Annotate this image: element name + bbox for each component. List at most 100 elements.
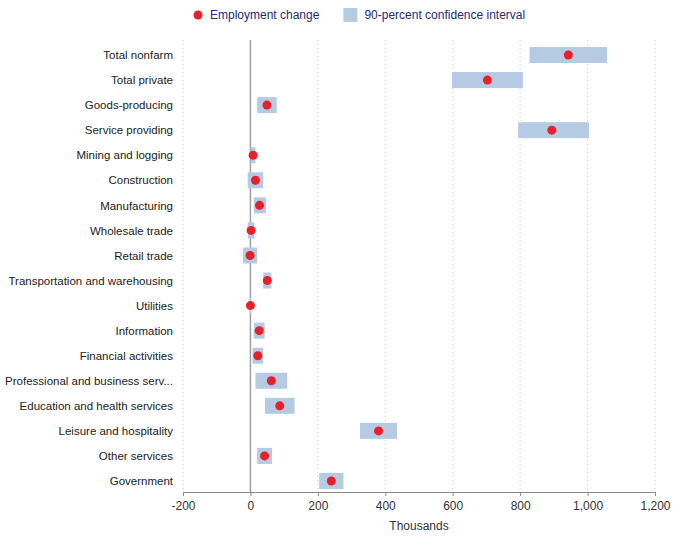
x-tick-label: 1,000: [573, 499, 603, 513]
point: [255, 201, 264, 210]
x-tick: 0: [248, 492, 255, 513]
confidence-interval: [319, 473, 343, 489]
y-tick: Utilities: [136, 300, 173, 312]
x-tick-mark: [655, 492, 656, 496]
point: [246, 301, 255, 310]
y-tick: Information: [115, 325, 173, 337]
category-label: Information: [115, 325, 173, 337]
category-label: Government: [110, 475, 174, 487]
x-tick: 400: [376, 492, 396, 513]
point: [251, 176, 260, 185]
confidence-interval: [452, 72, 523, 88]
confidence-interval: [255, 373, 287, 389]
x-tick-mark: [520, 492, 521, 496]
x-tick-mark: [250, 492, 251, 496]
category-label: Goods-producing: [85, 99, 173, 111]
x-axis: -200 0 200 400 600 800 1,000 1,200: [171, 492, 670, 513]
point: [374, 426, 383, 435]
y-tick: Other services: [99, 450, 173, 462]
grid-line: [317, 40, 318, 492]
legend-swatch: [343, 8, 357, 22]
points: [246, 51, 573, 486]
y-tick: Total private: [111, 74, 173, 86]
point: [262, 101, 271, 110]
chart: -200 0 200 400 600 800 1,000 1,200 Thousands Tota…: [0, 0, 680, 540]
category-label: Utilities: [136, 300, 173, 312]
y-tick: Wholesale trade: [90, 225, 173, 237]
point: [246, 251, 255, 260]
y-tick: Total nonfarm: [103, 49, 173, 61]
confidence-interval: [265, 398, 295, 414]
y-tick: Professional and business serv...: [5, 375, 173, 387]
confidence-interval: [248, 172, 264, 188]
legend-label: Employment change: [210, 8, 320, 22]
point: [253, 351, 262, 360]
category-label: Retail trade: [114, 250, 173, 262]
category-label: Education and health services: [20, 400, 174, 412]
x-tick-mark: [453, 492, 454, 496]
y-tick: Retail trade: [114, 250, 173, 262]
legend-swatch: [194, 11, 203, 20]
category-label: Transportation and warehousing: [8, 275, 173, 287]
confidence-interval: [254, 323, 265, 339]
y-tick: Service providing: [85, 124, 173, 136]
category-label: Total private: [111, 74, 173, 86]
x-tick-mark: [183, 492, 184, 496]
x-tick-label: -200: [171, 499, 195, 513]
category-label: Construction: [108, 174, 173, 186]
confidence-interval: [518, 122, 589, 138]
x-tick-mark: [318, 492, 319, 496]
point: [547, 126, 556, 135]
point: [483, 76, 492, 85]
point: [564, 51, 573, 60]
y-tick: Education and health services: [20, 400, 174, 412]
confidence-interval: [263, 273, 271, 289]
grid-line: [587, 40, 588, 492]
x-tick: 1,200: [640, 492, 670, 513]
confidence-interval: [254, 197, 266, 213]
x-tick: 1,000: [573, 492, 603, 513]
confidence-interval: [257, 448, 272, 464]
y-axis: Total nonfarm Total private Goods-producin…: [5, 49, 174, 487]
point: [267, 376, 276, 385]
y-tick: Mining and logging: [76, 149, 173, 161]
grid-line: [183, 40, 184, 492]
y-tick: Leisure and hospitality: [59, 425, 174, 437]
y-tick: Financial activities: [80, 350, 174, 362]
y-tick: Manufacturing: [100, 200, 173, 212]
confidence-interval: [243, 247, 257, 263]
confidence-interval: [360, 423, 397, 439]
x-tick-label: 800: [511, 499, 531, 513]
x-tick: -200: [171, 492, 195, 513]
x-tick: 800: [511, 492, 531, 513]
y-tick: Goods-producing: [85, 99, 173, 111]
confidence-interval: [530, 47, 608, 63]
confidence-interval: [257, 97, 277, 113]
legend: Employment change 90-percent confidence i…: [194, 8, 526, 22]
x-tick-label: 0: [248, 499, 255, 513]
x-tick: 600: [443, 492, 463, 513]
category-label: Total nonfarm: [103, 49, 173, 61]
marks: [243, 47, 607, 489]
category-label: Mining and logging: [76, 149, 173, 161]
grid-line: [452, 40, 453, 492]
point: [263, 276, 272, 285]
point: [247, 226, 256, 235]
x-tick-label: 600: [443, 499, 463, 513]
y-tick: Government: [110, 475, 174, 487]
ranges: [243, 47, 607, 489]
y-tick: Transportation and warehousing: [8, 275, 173, 287]
x-axis-title: Thousands: [389, 519, 448, 533]
y-tick: Construction: [108, 174, 173, 186]
x-tick-label: 400: [376, 499, 396, 513]
x-tick: 200: [308, 492, 328, 513]
category-label: Wholesale trade: [90, 225, 173, 237]
x-axis-line: [184, 492, 656, 493]
x-tick-mark: [588, 492, 589, 496]
legend-label: 90-percent confidence interval: [364, 8, 525, 22]
x-tick-label: 200: [308, 499, 328, 513]
confidence-interval: [252, 348, 263, 364]
point: [260, 451, 269, 460]
category-label: Service providing: [85, 124, 173, 136]
x-tick-mark: [385, 492, 386, 496]
